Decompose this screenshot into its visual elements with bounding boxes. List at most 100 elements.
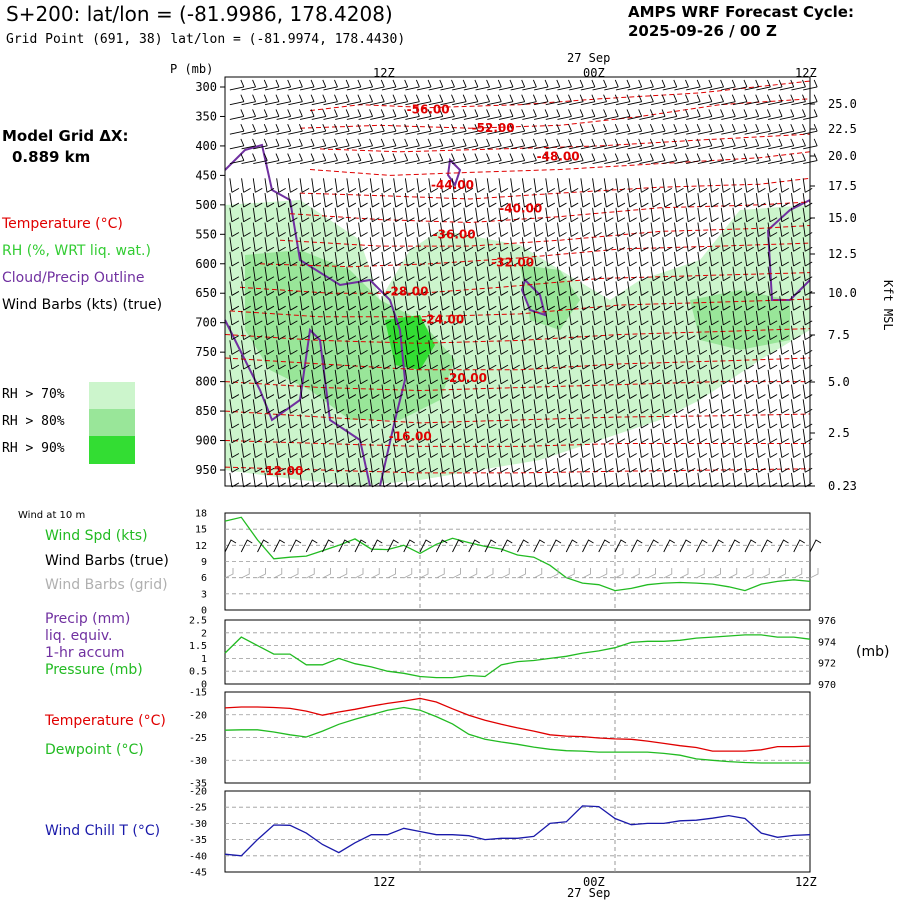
wind-barb xyxy=(756,138,771,150)
wind-barb xyxy=(486,296,497,311)
wind-barb xyxy=(627,207,637,223)
wind-barb xyxy=(533,109,549,120)
wind-barb xyxy=(370,79,385,91)
wind-barb xyxy=(755,472,766,488)
wind-barb xyxy=(674,153,689,165)
wind-barb xyxy=(416,384,427,399)
wind-barb-true xyxy=(809,539,822,553)
wind-barb xyxy=(604,109,619,120)
wind-barb xyxy=(791,310,801,326)
wind-barb xyxy=(568,458,579,473)
wind-barb xyxy=(791,79,806,91)
wind-barb xyxy=(323,153,338,165)
wind-barb xyxy=(241,355,251,370)
wind-barb xyxy=(592,413,602,429)
wind-barb xyxy=(241,79,256,91)
wind-barb xyxy=(287,192,298,208)
panel-tick-label: 3 xyxy=(201,589,207,600)
wind-barb xyxy=(299,109,315,120)
wind-barb xyxy=(755,207,766,223)
wind-barb xyxy=(252,237,263,252)
wind-barb xyxy=(627,325,637,341)
wind-barb xyxy=(569,94,584,106)
wind-barb xyxy=(732,310,743,326)
wind-barb xyxy=(545,369,555,385)
wind-barb xyxy=(791,123,806,135)
wind-barb xyxy=(802,443,813,458)
wind-barb xyxy=(592,399,602,414)
pressure-tick-label: 972 xyxy=(818,659,836,670)
wind-barb xyxy=(650,355,661,370)
wind-barb xyxy=(767,237,778,252)
wind-barb xyxy=(592,458,602,473)
wind-barb xyxy=(404,458,415,473)
wind-barb xyxy=(638,281,649,296)
panel-tick-label: 6 xyxy=(201,573,207,584)
wind-barb xyxy=(674,138,689,150)
wind-barb xyxy=(533,237,544,252)
wind-barb xyxy=(404,310,415,326)
wind-barb xyxy=(405,109,420,120)
wind-barb xyxy=(323,355,333,370)
wind-barb xyxy=(311,222,321,237)
wind-barb xyxy=(229,79,245,91)
wind-barb xyxy=(791,178,801,193)
wind-barb xyxy=(533,251,544,267)
wind-barb xyxy=(802,369,813,385)
wind-barb xyxy=(615,109,631,120)
wind-barb xyxy=(791,340,801,355)
model-grid-info: Model Grid ΔX: 0.889 km xyxy=(2,126,129,168)
wind-barb xyxy=(404,222,415,237)
wind-barb xyxy=(627,310,637,326)
wind-barb xyxy=(264,369,275,385)
wind-barb xyxy=(779,472,789,488)
wind-barb xyxy=(241,266,251,282)
wind-barb xyxy=(404,251,415,267)
wind-barb xyxy=(697,369,708,385)
wind-barb xyxy=(358,94,373,106)
wind-barb xyxy=(381,178,392,193)
panel-tick-label: -20 xyxy=(189,787,207,798)
wind-barb xyxy=(252,428,263,444)
wind-barb xyxy=(674,384,684,399)
wind-barb xyxy=(638,384,649,399)
wind-barb xyxy=(755,428,766,444)
panel-tick-label: 0 xyxy=(201,680,207,691)
wind-barb xyxy=(709,443,719,458)
wind-barb xyxy=(264,123,280,135)
wind-barb xyxy=(311,325,321,341)
cloud-outline xyxy=(224,319,371,487)
wind-barb xyxy=(557,222,567,237)
height-tick-label: 25.0 xyxy=(828,97,857,111)
wind-barb xyxy=(592,384,602,399)
wind-barb xyxy=(346,79,362,91)
wind-barb xyxy=(463,123,479,135)
wind-barb xyxy=(791,413,801,429)
wind-barb xyxy=(229,399,240,414)
wind-barb xyxy=(557,340,567,355)
wind-barb xyxy=(639,94,654,106)
wind-barb xyxy=(650,458,661,473)
wind-barb-grid xyxy=(647,568,656,579)
wind-barb-grid xyxy=(322,568,331,579)
wind-barb xyxy=(487,153,502,165)
wind-barb xyxy=(510,355,520,370)
wind-barb xyxy=(709,472,719,488)
wind-barb xyxy=(557,251,567,267)
wind-barb xyxy=(720,443,731,458)
wind-barb xyxy=(440,355,450,370)
wind-barb-true xyxy=(663,539,675,553)
wind-barb xyxy=(475,207,485,223)
wind-barb xyxy=(241,109,256,120)
wind-barb xyxy=(428,222,438,237)
wind-barb xyxy=(720,325,731,341)
legend-cloud: Cloud/Precip Outline xyxy=(2,270,145,286)
wind-barb xyxy=(732,123,748,135)
wind-barb xyxy=(346,251,357,267)
wind-barb xyxy=(802,281,813,296)
wind-barb-grid xyxy=(614,568,624,579)
wind-barb xyxy=(510,79,526,91)
wind-barb xyxy=(428,296,438,311)
wind-barb xyxy=(615,384,626,399)
wind-barb xyxy=(404,237,415,252)
